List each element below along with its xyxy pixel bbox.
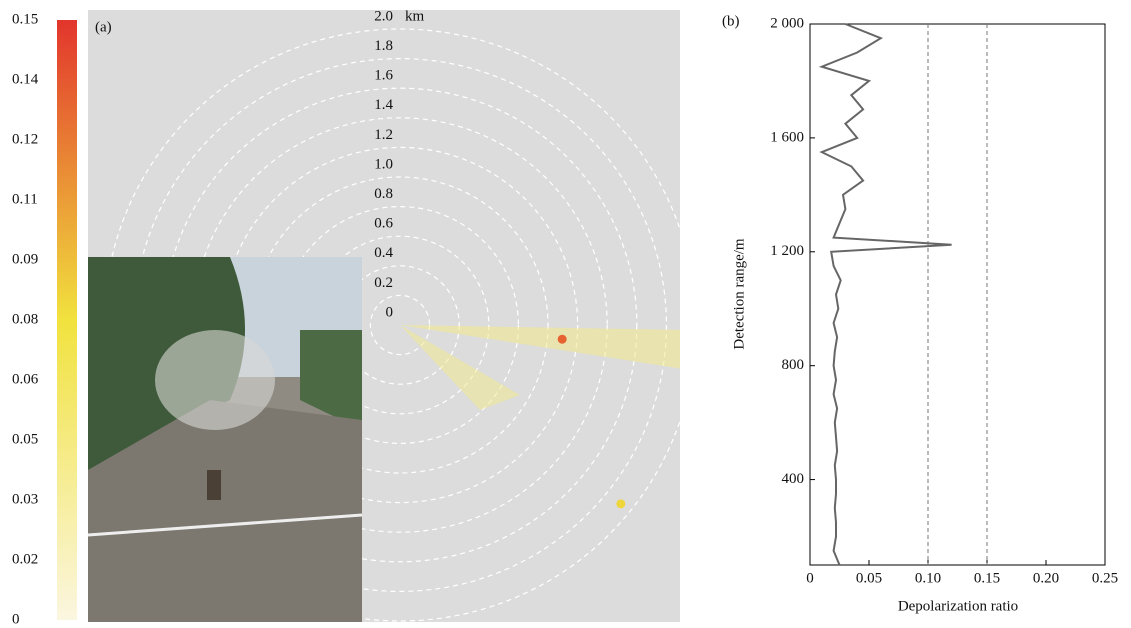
range-ring — [221, 146, 579, 504]
y-tick-label: 800 — [782, 357, 805, 373]
sector — [400, 325, 520, 410]
range-tick-label: 1.2 — [374, 127, 393, 143]
range-tick-label: 1.8 — [374, 38, 393, 54]
photo-smoke — [155, 330, 275, 430]
colorbar-tick-label: 0.14 — [12, 71, 39, 87]
y-tick-label: 2 000 — [770, 15, 804, 31]
colorbar-tick-label: 0.12 — [12, 131, 38, 147]
colorbar-tick-label: 0.03 — [12, 491, 38, 507]
range-tick-label: 1.0 — [374, 156, 393, 172]
x-axis-label: Depolarization ratio — [898, 598, 1018, 614]
sector — [400, 325, 680, 369]
range-ring — [340, 265, 460, 385]
detection-point — [616, 499, 626, 509]
range-tick-label: 0.8 — [374, 186, 393, 202]
colorbar-tick-label: 0.15 — [12, 11, 38, 27]
range-tick-label: 0.4 — [374, 245, 393, 261]
range-ring — [251, 176, 549, 474]
photo-trees — [300, 330, 362, 430]
x-tick-label: 0.20 — [1033, 570, 1059, 586]
range-unit: km — [405, 8, 425, 24]
x-tick-label: 0 — [806, 570, 814, 586]
panel-a-label: (a) — [95, 19, 112, 35]
colorbar-tick-label: 0.06 — [12, 371, 39, 387]
x-tick-label: 0.05 — [856, 570, 882, 586]
x-tick-label: 0.15 — [974, 570, 1000, 586]
range-ring — [162, 87, 638, 563]
y-tick-label: 1 200 — [770, 243, 804, 259]
panel-b-label: (b) — [722, 13, 740, 29]
range-ring — [310, 235, 490, 415]
photo-smoke-pot — [207, 470, 221, 500]
plot-frame — [809, 23, 1106, 566]
colorbar-tick-label: 0.11 — [12, 191, 38, 207]
x-tick-label: 0.10 — [915, 570, 941, 586]
range-tick-label: 0.6 — [374, 216, 393, 232]
range-ring — [369, 294, 431, 356]
colorbar-tick-label: 0 — [12, 611, 20, 627]
y-tick-label: 1 600 — [770, 129, 804, 145]
colorbar-tick-label: 0.02 — [12, 551, 38, 567]
scan-sectors — [400, 325, 680, 410]
detection-point — [557, 334, 567, 344]
depolarization-line — [818, 23, 952, 566]
x-tick-label: 0.25 — [1092, 570, 1118, 586]
range-tick-label: 1.6 — [374, 68, 393, 84]
y-axis-label: Detection range/m — [731, 238, 747, 350]
range-tick-label: 0.2 — [374, 275, 393, 291]
y-tick-label: 400 — [782, 471, 805, 487]
range-tick-label: 1.4 — [374, 97, 393, 113]
range-tick-label: 0 — [386, 304, 394, 320]
photo-road — [88, 400, 362, 622]
range-tick-label: 2.0 — [374, 8, 393, 24]
colorbar-tick-label: 0.08 — [12, 311, 38, 327]
colorbar-tick-label: 0.09 — [12, 251, 38, 267]
photo-line — [87, 513, 363, 537]
colorbar — [57, 20, 77, 620]
photo-inset — [87, 257, 363, 622]
range-ring — [133, 58, 667, 592]
colorbar-tick-label: 0.05 — [12, 431, 38, 447]
